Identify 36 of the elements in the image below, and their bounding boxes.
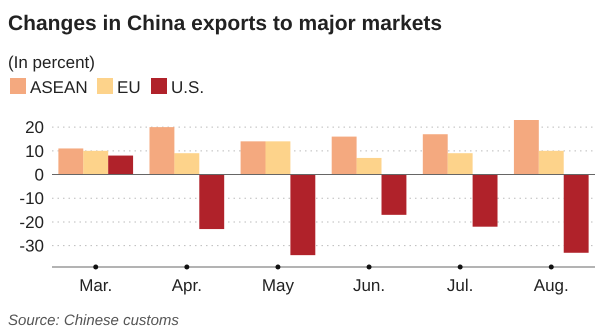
bar — [58, 148, 84, 175]
bar — [108, 156, 134, 175]
bar — [174, 153, 200, 175]
y-tick-label: -30 — [19, 236, 44, 256]
bar — [448, 153, 473, 175]
x-tick-label: May — [262, 276, 294, 295]
bar — [240, 141, 266, 175]
bar — [149, 127, 174, 175]
bar — [356, 158, 382, 175]
chart-subtitle: (In percent) — [8, 53, 95, 72]
y-tick-label: 0 — [34, 166, 44, 185]
bar — [564, 174, 589, 253]
y-tick-label: -20 — [19, 212, 44, 232]
x-tick-label: Apr. — [172, 276, 202, 295]
y-tick-label: 10 — [25, 142, 44, 161]
x-tick-label: Jul. — [446, 276, 474, 295]
y-tick-label: -10 — [19, 189, 44, 208]
legend-label: EU — [117, 78, 141, 97]
bar — [422, 134, 448, 175]
y-tick-label: 20 — [25, 118, 44, 138]
chart-title: Changes in China exports to major markets — [8, 12, 442, 35]
source-note: Source: Chinese customs — [8, 312, 180, 329]
bar — [538, 150, 564, 175]
bar — [332, 136, 357, 175]
bar — [199, 174, 224, 230]
x-tick-label: Mar. — [79, 276, 112, 295]
x-tick-label: Aug. — [534, 276, 569, 295]
bar — [514, 120, 539, 175]
legend-label: ASEAN — [30, 78, 88, 97]
bar — [83, 150, 108, 175]
bar — [290, 174, 316, 256]
bar — [265, 141, 290, 175]
legend-label: U.S. — [171, 78, 204, 97]
bar — [382, 174, 406, 215]
bar — [472, 174, 498, 227]
x-tick-label: Jun. — [352, 276, 386, 295]
